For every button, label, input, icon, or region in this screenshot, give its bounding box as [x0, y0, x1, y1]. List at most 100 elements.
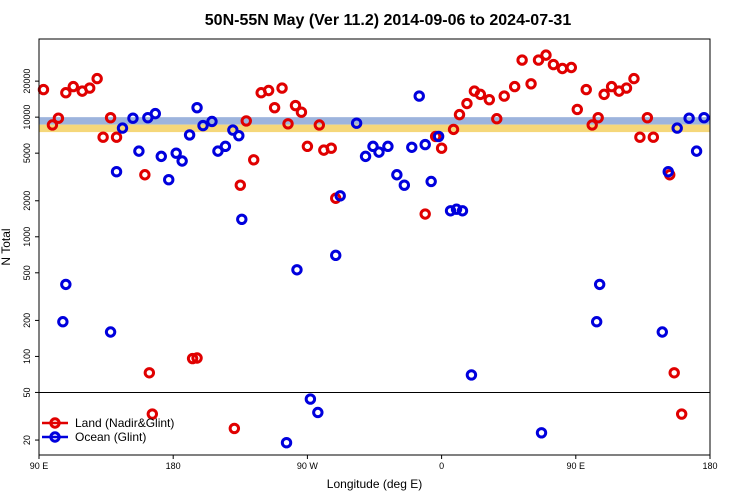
land-point [146, 408, 159, 420]
legend-marker-ocean [49, 431, 61, 443]
land-point [668, 367, 680, 379]
ocean-point [330, 249, 342, 262]
ocean-point [683, 112, 695, 124]
land-point [228, 422, 241, 435]
land-point [516, 54, 528, 66]
land-point [186, 352, 199, 365]
plot-frame [38, 38, 711, 456]
ocean-point [334, 190, 346, 202]
land-point [540, 49, 552, 61]
ocean-point [191, 101, 203, 114]
ocean-point [104, 326, 117, 338]
land-point [37, 83, 50, 96]
legend-label-ocean: Ocean (Glint) [75, 430, 146, 444]
ocean-point [406, 141, 418, 153]
ocean-point [133, 145, 145, 157]
ocean-point [367, 140, 379, 153]
ocean-point [60, 278, 72, 291]
land-point [248, 154, 260, 166]
ocean-point [170, 147, 182, 159]
ocean-point [149, 107, 162, 120]
ocean-point [116, 122, 129, 134]
ocean-point [127, 112, 139, 124]
x-tick-label: 90 W [297, 461, 319, 471]
ocean-point [312, 406, 324, 419]
land-point [647, 131, 660, 143]
ocean-point [444, 205, 457, 217]
band-lower [39, 124, 710, 133]
x-tick-label: 180 [166, 461, 181, 471]
land-point [525, 78, 537, 90]
x-tick-label: 90 E [30, 461, 49, 471]
land-point [139, 169, 151, 181]
y-tick-label: 5000 [22, 143, 32, 163]
y-tick-label: 500 [22, 265, 32, 280]
land-point [628, 72, 640, 85]
land-point [191, 352, 203, 364]
ocean-point [590, 316, 603, 328]
land-point [110, 131, 123, 143]
land-point [313, 119, 326, 131]
land-point [67, 80, 79, 93]
y-tick-label: 100 [22, 349, 32, 364]
land-point [498, 90, 510, 102]
ocean-point [425, 175, 437, 188]
land-point [83, 82, 96, 94]
ocean-point [163, 174, 175, 186]
land-point [547, 58, 560, 71]
ocean-point [227, 124, 239, 136]
land-point [234, 179, 247, 191]
ocean-point [432, 130, 445, 143]
ocean-point [176, 155, 188, 167]
y-tick-label: 1000 [22, 227, 32, 247]
ocean-point [197, 119, 209, 132]
land-point [52, 112, 65, 124]
ocean-point [456, 205, 469, 217]
land-point [483, 93, 496, 106]
ocean-point [535, 427, 548, 439]
ocean-point [373, 146, 385, 158]
ocean-point [350, 117, 363, 129]
ocean-point [656, 326, 668, 338]
land-point [295, 106, 308, 118]
land-point [586, 119, 598, 131]
land-point [592, 111, 604, 124]
land-point [634, 131, 646, 143]
land-point [91, 72, 103, 85]
land-point [556, 62, 569, 75]
ocean-point [662, 165, 674, 178]
land-point [598, 88, 610, 101]
ocean-point [359, 150, 372, 163]
y-tick-label: 10000 [22, 105, 32, 130]
chart-title: 50N-55N May (Ver 11.2) 2014-09-06 to 202… [205, 12, 572, 29]
land-point [240, 115, 252, 127]
ocean-point [212, 145, 224, 157]
land-point [268, 101, 281, 114]
land-point [276, 82, 288, 94]
y-tick-label: 20 [22, 435, 32, 445]
ocean-point [465, 369, 478, 381]
data-points [37, 49, 710, 449]
ocean-point [280, 437, 293, 449]
land-point [565, 61, 578, 74]
land-point [282, 118, 294, 130]
ocean-point [57, 316, 69, 328]
ocean-point [398, 179, 411, 191]
land-point [419, 208, 431, 220]
land-point [491, 113, 503, 125]
land-point [97, 131, 109, 143]
land-point [474, 88, 487, 101]
y-tick-label: 200 [22, 313, 32, 328]
land-point [60, 87, 72, 99]
ocean-point [698, 111, 710, 124]
ocean-point [690, 145, 703, 157]
land-point [104, 111, 117, 124]
y-tick-label: 20000 [22, 69, 32, 94]
ocean-point [593, 278, 606, 291]
ocean-point [671, 122, 683, 134]
reference-band [39, 117, 710, 133]
land-point [435, 142, 448, 154]
ocean-point [382, 140, 394, 153]
x-axis: 90 E 180 90 W 0 90 E 180 [30, 455, 718, 471]
